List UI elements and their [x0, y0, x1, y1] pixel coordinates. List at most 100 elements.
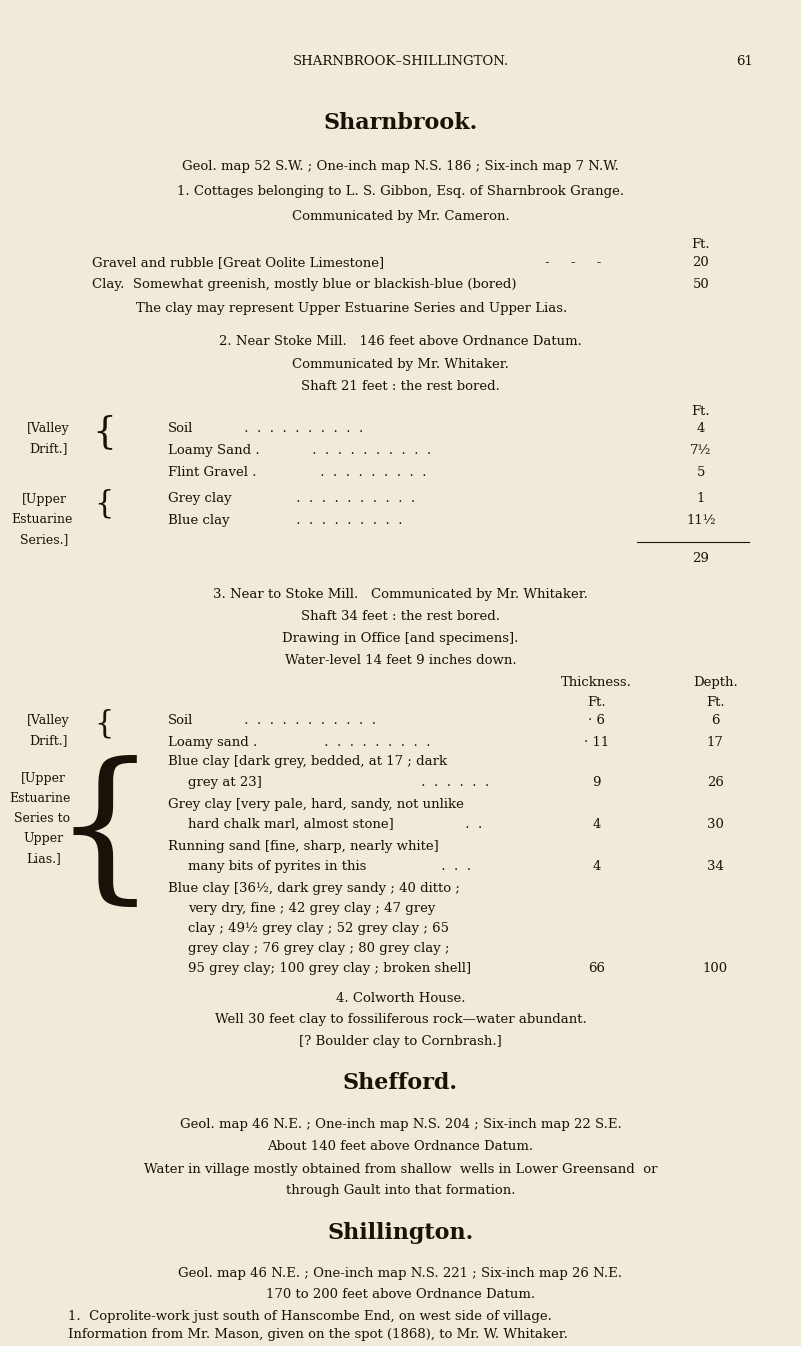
Text: through Gault into that formation.: through Gault into that formation. [286, 1184, 515, 1197]
Text: .  .  .  .  .  .  .  .  .: . . . . . . . . . [316, 466, 427, 479]
Text: Running sand [fine, sharp, nearly white]: Running sand [fine, sharp, nearly white] [168, 840, 439, 853]
Text: Gravel and rubble [Great Oolite Limestone]: Gravel and rubble [Great Oolite Limeston… [92, 256, 384, 269]
Text: 5: 5 [697, 466, 705, 479]
Text: Drawing in Office [and specimens].: Drawing in Office [and specimens]. [282, 633, 519, 645]
Text: 4: 4 [593, 860, 601, 874]
Text: 26: 26 [706, 777, 724, 789]
Text: Ft.: Ft. [706, 696, 725, 709]
Text: 29: 29 [692, 552, 710, 565]
Text: .  .  .  .  .  .  .  .  .  .: . . . . . . . . . . [292, 493, 416, 505]
Text: 4: 4 [697, 423, 705, 435]
Text: 17: 17 [706, 736, 724, 748]
Text: 2. Near Stoke Mill.   146 feet above Ordnance Datum.: 2. Near Stoke Mill. 146 feet above Ordna… [219, 335, 582, 349]
Text: Information from Mr. Mason, given on the spot (1868), to Mr. W. Whitaker.: Information from Mr. Mason, given on the… [68, 1329, 568, 1341]
Text: Blue clay [dark grey, bedded, at 17 ; dark: Blue clay [dark grey, bedded, at 17 ; da… [168, 755, 447, 769]
Text: Shaft 34 feet : the rest bored.: Shaft 34 feet : the rest bored. [301, 610, 500, 623]
Text: clay ; 49½ grey clay ; 52 grey clay ; 65: clay ; 49½ grey clay ; 52 grey clay ; 65 [188, 922, 449, 935]
Text: Series to: Series to [14, 812, 70, 825]
Text: Loamy Sand .: Loamy Sand . [168, 444, 260, 458]
Text: .  .  .  .  .  .  .  .  .: . . . . . . . . . [292, 514, 403, 528]
Text: Blue clay [36½, dark grey sandy ; 40 ditto ;: Blue clay [36½, dark grey sandy ; 40 dit… [168, 882, 460, 895]
Text: Soil: Soil [168, 423, 194, 435]
Text: {: { [95, 489, 114, 520]
Text: .  .  .  .  .  .  .  .  .: . . . . . . . . . [320, 736, 431, 748]
Text: .  .  .  .  .  .  .  .  .  .: . . . . . . . . . . [240, 423, 364, 435]
Text: 61: 61 [736, 55, 753, 69]
Text: 1.  Coprolite-work just south of Hanscombe End, on west side of village.: 1. Coprolite-work just south of Hanscomb… [68, 1310, 552, 1323]
Text: {: { [52, 755, 156, 914]
Text: 100: 100 [702, 962, 728, 975]
Text: Grey clay: Grey clay [168, 493, 231, 505]
Text: 4: 4 [593, 818, 601, 830]
Text: many bits of pyrites in this: many bits of pyrites in this [188, 860, 367, 874]
Text: Estuarine: Estuarine [10, 791, 70, 805]
Text: Geol. map 52 S.W. ; One-inch map N.S. 186 ; Six-inch map 7 N.W.: Geol. map 52 S.W. ; One-inch map N.S. 18… [182, 160, 619, 174]
Text: Grey clay [very pale, hard, sandy, not unlike: Grey clay [very pale, hard, sandy, not u… [168, 798, 464, 812]
Text: 66: 66 [588, 962, 606, 975]
Text: 4. Colworth House.: 4. Colworth House. [336, 992, 465, 1005]
Text: 170 to 200 feet above Ordnance Datum.: 170 to 200 feet above Ordnance Datum. [266, 1288, 535, 1302]
Text: Well 30 feet clay to fossiliferous rock—water abundant.: Well 30 feet clay to fossiliferous rock—… [215, 1014, 586, 1026]
Text: Flint Gravel .: Flint Gravel . [168, 466, 256, 479]
Text: Water-level 14 feet 9 inches down.: Water-level 14 feet 9 inches down. [284, 654, 517, 668]
Text: .  .: . . [461, 818, 482, 830]
Text: [Upper: [Upper [22, 493, 66, 506]
Text: {: { [95, 708, 114, 739]
Text: Ft.: Ft. [691, 238, 710, 250]
Text: Geol. map 46 N.E. ; One-inch map N.S. 204 ; Six-inch map 22 S.E.: Geol. map 46 N.E. ; One-inch map N.S. 20… [179, 1119, 622, 1131]
Text: [Valley: [Valley [26, 423, 70, 435]
Text: {: { [92, 415, 116, 450]
Text: Shefford.: Shefford. [343, 1071, 458, 1094]
Text: Estuarine: Estuarine [11, 513, 72, 526]
Text: .  .  .  .  .  .  .  .  .  .: . . . . . . . . . . [308, 444, 432, 458]
Text: .  .  .: . . . [437, 860, 470, 874]
Text: 50: 50 [693, 279, 709, 291]
Text: Lias.]: Lias.] [26, 852, 61, 865]
Text: · 6: · 6 [588, 713, 606, 727]
Text: Sharnbrook.: Sharnbrook. [324, 112, 477, 135]
Text: SHARNBROOK–SHILLINGTON.: SHARNBROOK–SHILLINGTON. [292, 55, 509, 69]
Text: The clay may represent Upper Estuarine Series and Upper Lias.: The clay may represent Upper Estuarine S… [136, 302, 567, 315]
Text: very dry, fine ; 42 grey clay ; 47 grey: very dry, fine ; 42 grey clay ; 47 grey [188, 902, 436, 915]
Text: Shaft 21 feet : the rest bored.: Shaft 21 feet : the rest bored. [301, 380, 500, 393]
Text: 20: 20 [693, 256, 709, 269]
Text: Depth.: Depth. [693, 676, 738, 689]
Text: · 11: · 11 [584, 736, 610, 748]
Text: Drift.]: Drift.] [29, 734, 67, 747]
Text: grey clay ; 76 grey clay ; 80 grey clay ;: grey clay ; 76 grey clay ; 80 grey clay … [188, 942, 449, 956]
Text: 95 grey clay; 100 grey clay ; broken shell]: 95 grey clay; 100 grey clay ; broken she… [188, 962, 471, 975]
Text: [Upper: [Upper [21, 773, 66, 785]
Text: Series.]: Series.] [20, 533, 68, 546]
Text: 34: 34 [706, 860, 724, 874]
Text: hard chalk marl, almost stone]: hard chalk marl, almost stone] [188, 818, 394, 830]
Text: Communicated by Mr. Cameron.: Communicated by Mr. Cameron. [292, 210, 509, 223]
Text: 6: 6 [711, 713, 719, 727]
Text: Ft.: Ft. [691, 405, 710, 419]
Text: Thickness.: Thickness. [562, 676, 632, 689]
Text: 30: 30 [706, 818, 724, 830]
Text: 7½: 7½ [690, 444, 711, 458]
Text: Communicated by Mr. Whitaker.: Communicated by Mr. Whitaker. [292, 358, 509, 371]
Text: 11½: 11½ [686, 514, 715, 528]
Text: Drift.]: Drift.] [29, 441, 67, 455]
Text: Blue clay: Blue clay [168, 514, 230, 528]
Text: Loamy sand .: Loamy sand . [168, 736, 257, 748]
Text: 1: 1 [697, 493, 705, 505]
Text: Geol. map 46 N.E. ; One-inch map N.S. 221 ; Six-inch map 26 N.E.: Geol. map 46 N.E. ; One-inch map N.S. 22… [179, 1267, 622, 1280]
Text: Soil: Soil [168, 713, 194, 727]
Text: About 140 feet above Ordnance Datum.: About 140 feet above Ordnance Datum. [268, 1140, 533, 1154]
Text: Ft.: Ft. [587, 696, 606, 709]
Text: -     -     -: - - - [545, 256, 601, 269]
Text: 3. Near to Stoke Mill.   Communicated by Mr. Whitaker.: 3. Near to Stoke Mill. Communicated by M… [213, 588, 588, 602]
Text: 1. Cottages belonging to L. S. Gibbon, Esq. of Sharnbrook Grange.: 1. Cottages belonging to L. S. Gibbon, E… [177, 184, 624, 198]
Text: grey at 23]: grey at 23] [188, 777, 262, 789]
Text: Upper: Upper [23, 832, 63, 845]
Text: Water in village mostly obtained from shallow  wells in Lower Greensand  or: Water in village mostly obtained from sh… [143, 1163, 658, 1176]
Text: [Valley: [Valley [26, 713, 70, 727]
Text: Clay.  Somewhat greenish, mostly blue or blackish-blue (bored): Clay. Somewhat greenish, mostly blue or … [92, 279, 517, 291]
Text: .  .  .  .  .  .: . . . . . . [417, 777, 489, 789]
Text: 9: 9 [593, 777, 601, 789]
Text: [? Boulder clay to Cornbrash.]: [? Boulder clay to Cornbrash.] [299, 1035, 502, 1049]
Text: .  .  .  .  .  .  .  .  .  .  .: . . . . . . . . . . . [240, 713, 376, 727]
Text: Shillington.: Shillington. [328, 1222, 473, 1244]
